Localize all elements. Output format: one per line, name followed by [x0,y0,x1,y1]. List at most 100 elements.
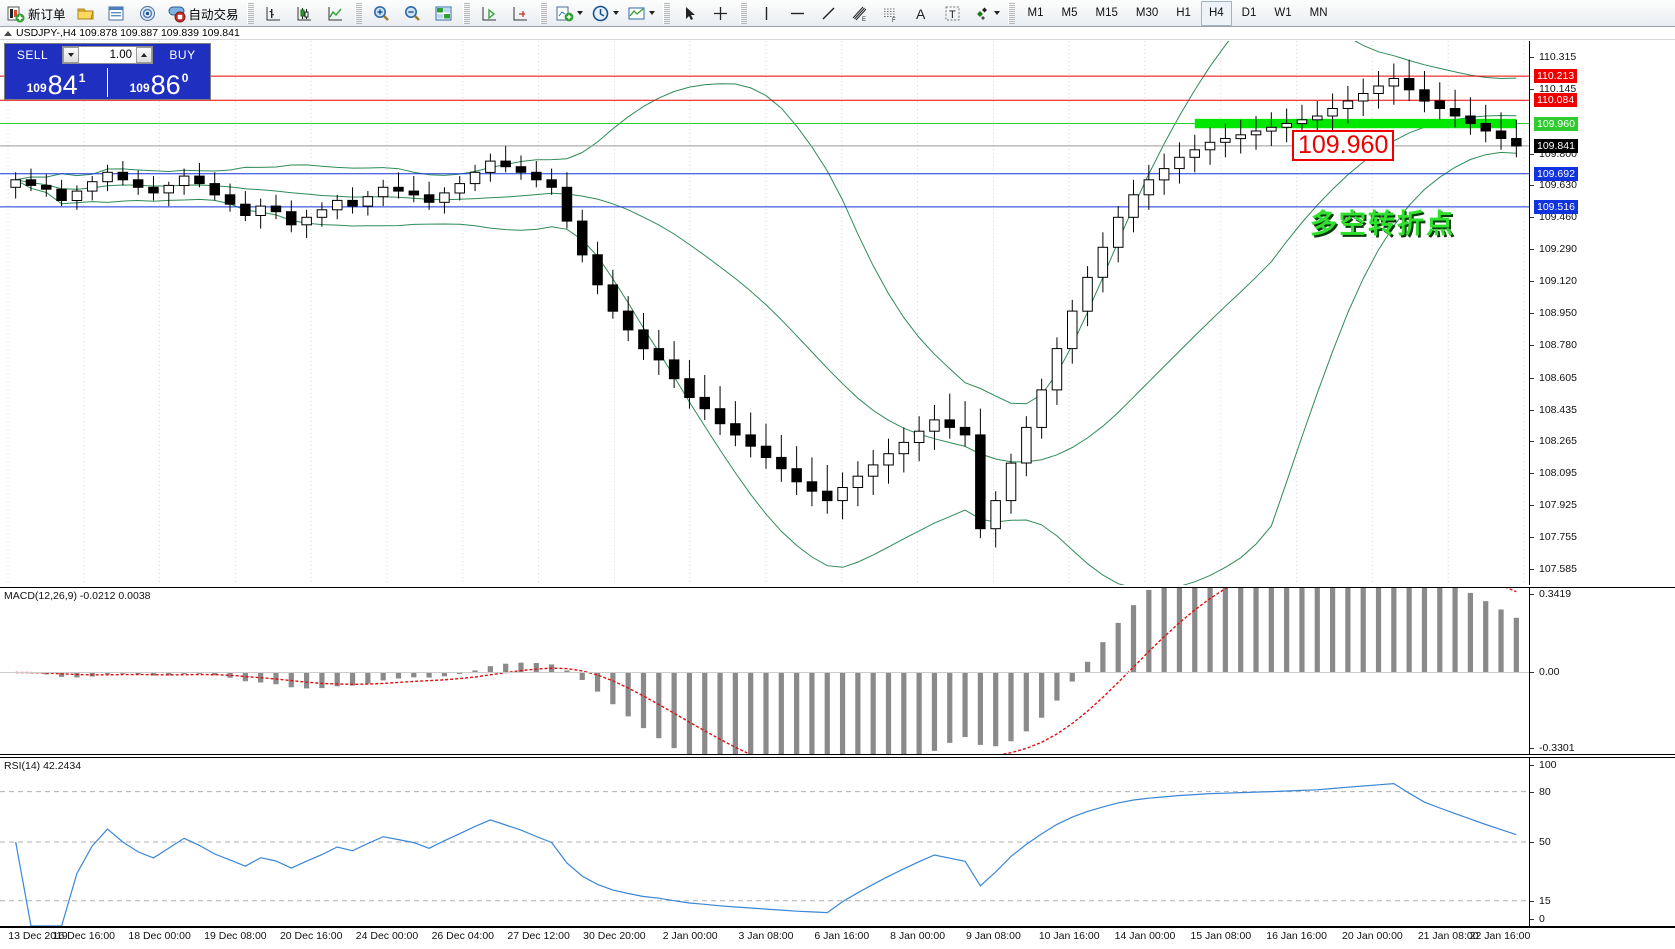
zoom-in-icon [373,5,389,21]
new-order-button[interactable]: 新订单 [3,1,69,26]
volume-increase-button[interactable] [136,47,152,63]
price-badge[interactable]: 109.516 [1534,199,1578,214]
timeframe-m30-button[interactable]: M30 [1135,7,1159,19]
indicators-button[interactable] [552,1,586,26]
buy-price-main: 86 [150,70,181,100]
periods-button[interactable] [588,1,622,26]
fibonacci-tool-button[interactable]: F [876,1,905,26]
crosshair-icon [713,6,727,20]
horizontal-line-icon [790,12,804,14]
timeframe-w1-button[interactable]: W1 [1274,7,1292,19]
toolbar-separator-4 [539,2,547,24]
price-badge[interactable]: 109.841 [1534,138,1578,153]
sell-button[interactable]: SELL [16,48,49,62]
shapes-icon [976,7,987,20]
sell-price-main: 84 [47,70,78,100]
time-label: 9 Jan 08:00 [965,930,1021,942]
chevron-down-icon-4[interactable] [993,11,1000,15]
candlestick-chart-button[interactable] [290,1,319,26]
chevron-down-icon-vol [68,53,74,57]
vertical-line-tool-button[interactable] [752,1,781,26]
toolbar-separator-6 [739,2,747,24]
macd-scale[interactable]: 0.3419 0.00 -0.3301 [1529,588,1675,754]
chart-window-button[interactable] [429,1,458,26]
octp-header: SELL 1.00 BUY [5,44,210,66]
rsi-pane[interactable]: RSI(14) 42.2434 100 80 50 15 0 [0,757,1675,927]
rsi-plot[interactable] [0,758,1529,926]
crosshair-tool-button[interactable] [706,1,735,26]
sell-price-prefix: 109 [26,81,47,95]
auto-trading-label: 自动交易 [188,7,239,22]
price-badge[interactable]: 110.213 [1534,69,1578,84]
price-tick: 108.265 [1530,435,1577,447]
equidistant-channel-button[interactable]: E [845,1,874,26]
macd-plot[interactable] [0,588,1529,754]
chevron-up-icon-vol [141,53,147,57]
clock-icon [592,5,608,21]
zoom-out-button[interactable] [398,1,427,26]
macd-tick: 0.3419 [1530,588,1571,600]
horizontal-line-tool-button[interactable] [783,1,812,26]
template-icon [628,7,645,19]
shapes-tool-button[interactable] [969,1,1003,26]
zoom-in-button[interactable] [367,1,396,26]
collapse-triangle-icon[interactable] [4,30,12,36]
price-badge[interactable]: 110.084 [1534,93,1578,108]
buy-button[interactable]: BUY [169,48,196,62]
timeframe-d1-button[interactable]: D1 [1241,7,1257,19]
bar-chart-button[interactable] [259,1,288,26]
timeframe-h4-button[interactable]: H4 [1200,0,1232,26]
time-label: 27 Dec 12:00 [507,930,570,942]
volume-stepper[interactable]: 1.00 [62,46,153,64]
templates-button[interactable] [624,1,658,26]
chinese-annotation-label[interactable]: 多空转折点 [1310,209,1455,240]
price-pane[interactable]: 110.315 110.145 109.800 109.630 109.460 109.2… [0,41,1675,585]
channel-icon: E [852,6,866,23]
price-plot[interactable] [0,41,1529,585]
text-tool-button[interactable]: A [907,1,936,26]
timeframe-m1-button[interactable]: M1 [1027,7,1044,19]
time-label: 20 Dec 16:00 [279,930,343,942]
timeframe-m5-button[interactable]: M5 [1061,7,1078,19]
price-tick: 108.435 [1530,404,1577,416]
price-annotation-box[interactable]: 109.960 [1292,130,1395,161]
chevron-down-icon-3[interactable] [648,11,655,15]
expert-advisors-button[interactable] [71,1,100,26]
chart-area[interactable]: 110.315 110.145 109.800 109.630 109.460 109.2… [0,41,1675,949]
auto-trading-button[interactable]: 自动交易 [164,1,242,26]
time-label: 2 Jan 00:00 [662,930,718,942]
time-label: 14 Jan 00:00 [1114,930,1176,942]
chevron-down-icon-2[interactable] [612,11,619,15]
price-badge[interactable]: 109.692 [1534,166,1578,181]
line-chart-button[interactable] [321,1,350,26]
macd-pane[interactable]: MACD(12,26,9) -0.0212 0.0038 0.3419 0.00 -… [0,587,1675,755]
auto-scroll-button[interactable] [475,1,504,26]
time-label: 20 Jan 00:00 [1342,930,1403,942]
one-click-trading-panel[interactable]: SELL 1.00 BUY 109 84 1 109 86 0 [4,43,211,100]
indicator-icon [556,6,573,21]
price-tick: 107.585 [1530,563,1577,575]
time-label: 30 Dec 20:00 [583,930,646,942]
navigator-button[interactable] [133,1,162,26]
timeframe-group: M1 M5 M15 M30 H1 H4 D1 W1 MN [1019,0,1337,26]
rsi-scale[interactable]: 100 80 50 15 0 [1529,758,1675,926]
toolbar-separator-5 [662,2,670,24]
data-window-button[interactable] [102,1,131,26]
timeframe-m15-button[interactable]: M15 [1095,7,1118,19]
time-axis[interactable]: 13 Dec 2019 16 Dec 16:00 18 Dec 00:00 19 De… [0,927,1675,949]
price-tick: 107.755 [1530,531,1577,543]
text-label-tool-button[interactable]: T [938,1,967,26]
volume-value[interactable]: 1.00 [109,49,132,61]
price-tick: 110.315 [1530,51,1576,63]
buy-price-block[interactable]: 109 86 0 [108,66,210,99]
timeframe-mn-button[interactable]: MN [1309,7,1328,19]
chevron-down-icon[interactable] [576,11,583,15]
cursor-tool-button[interactable] [675,1,704,26]
price-scale[interactable]: 110.315 110.145 109.800 109.630 109.460 109.2… [1529,41,1675,585]
timeframe-h1-button[interactable]: H1 [1176,7,1191,19]
sell-price-block[interactable]: 109 84 1 [5,66,107,99]
chart-shift-button[interactable] [506,1,535,26]
trend-line-tool-button[interactable] [814,1,843,26]
volume-decrease-button[interactable] [63,47,79,63]
price-badge[interactable]: 109.960 [1534,116,1578,131]
